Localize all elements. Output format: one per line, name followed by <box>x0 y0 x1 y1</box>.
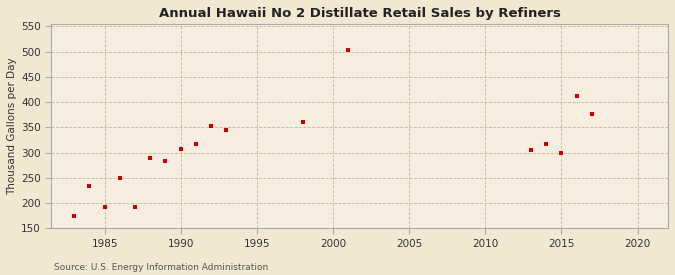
Point <box>145 155 156 160</box>
Point <box>130 205 140 209</box>
Point <box>556 150 567 155</box>
Point <box>541 141 551 146</box>
Point <box>587 112 597 116</box>
Point <box>206 124 217 129</box>
Text: Source: U.S. Energy Information Administration: Source: U.S. Energy Information Administ… <box>54 263 268 272</box>
Point <box>343 48 354 52</box>
Point <box>84 184 95 189</box>
Point <box>69 214 80 218</box>
Y-axis label: Thousand Gallons per Day: Thousand Gallons per Day <box>7 57 17 195</box>
Point <box>526 148 537 152</box>
Point <box>176 146 186 151</box>
Point <box>114 176 125 180</box>
Point <box>571 94 582 98</box>
Point <box>221 128 232 132</box>
Title: Annual Hawaii No 2 Distillate Retail Sales by Refiners: Annual Hawaii No 2 Distillate Retail Sal… <box>159 7 561 20</box>
Point <box>99 205 110 209</box>
Point <box>190 141 201 146</box>
Point <box>297 120 308 125</box>
Point <box>160 159 171 163</box>
